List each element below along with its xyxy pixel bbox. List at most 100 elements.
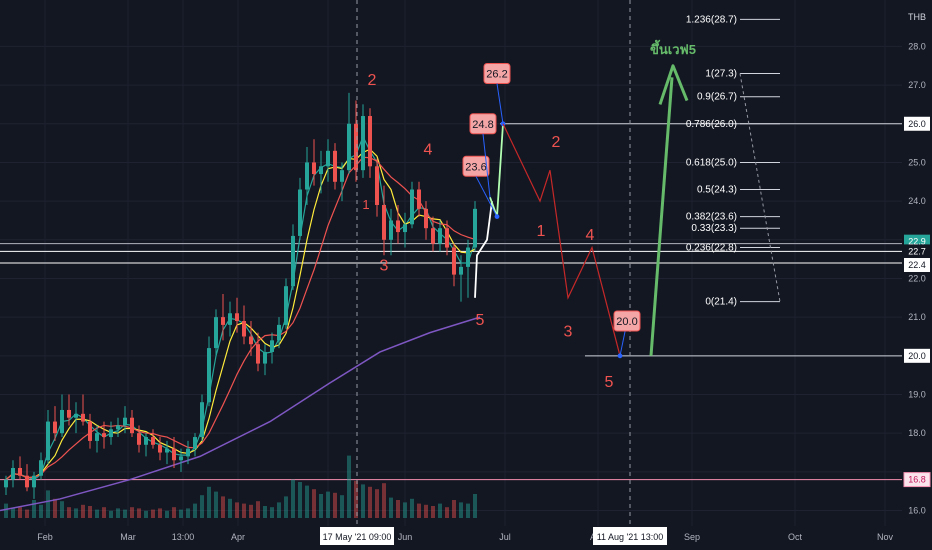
candle: [424, 208, 428, 229]
time-tick-label: Jul: [499, 532, 511, 542]
volume-bar: [270, 507, 274, 518]
fib-label: 1.236(28.7): [686, 14, 737, 25]
price-tick-label: 22.0: [908, 273, 926, 283]
volume-bar: [144, 510, 148, 518]
candle: [263, 351, 267, 364]
time-tick-label: Nov: [877, 532, 894, 542]
volume-bar: [452, 500, 456, 518]
fibonacci-levels: 1.236(28.7) 1(27.3) 0.9(26.7) 0.786(26.0) 0.…: [686, 14, 781, 308]
wave-label-past: 1: [362, 197, 369, 212]
wave-label-past: 4: [424, 142, 433, 159]
wave-label-projected: 2: [552, 134, 561, 151]
candle: [200, 402, 204, 438]
bullish-arrow-head: [658, 64, 689, 105]
candle: [186, 448, 190, 457]
candle: [326, 150, 330, 167]
time-tick-label: Oct: [788, 532, 803, 542]
candle: [382, 204, 386, 240]
candle: [459, 266, 463, 275]
price-tick-label: 18.0: [908, 428, 926, 438]
candle: [116, 425, 120, 430]
candle: [221, 317, 225, 325]
candle: [333, 150, 337, 182]
candle: [137, 433, 141, 445]
candle: [410, 189, 414, 225]
wave-label-projected: 3: [564, 323, 573, 340]
volume-bar: [214, 491, 218, 518]
volume-bar: [263, 506, 267, 518]
price-axis[interactable]: THB 16.0 18.0 19.0 21.0 22.0 24.0 25.0 27.0 28.0 2…: [902, 0, 932, 550]
crosshair-label-box: [320, 527, 394, 545]
volume-bar: [207, 486, 211, 518]
fib-label: 0.33(23.3): [691, 223, 737, 234]
volume-bar: [74, 508, 78, 518]
candle: [347, 123, 351, 171]
volume-bar: [193, 503, 197, 518]
callout-leader: [475, 176, 498, 217]
volume-bar: [410, 498, 414, 518]
volume-bar: [277, 502, 281, 518]
candle: [214, 317, 218, 349]
candle: [67, 409, 71, 418]
target-callout-label: 20.0: [616, 316, 637, 328]
candle: [389, 220, 393, 240]
volume-bar: [67, 507, 71, 518]
volume-bar: [172, 507, 176, 518]
price-label: 20.0: [908, 351, 926, 361]
time-axis-bg: [0, 526, 932, 550]
candle: [165, 448, 169, 453]
volume-bar: [473, 494, 477, 518]
volume-bar: [46, 490, 50, 518]
candle: [32, 475, 36, 488]
volume-bar: [375, 489, 379, 518]
crosshair-label: 17 May '21 09:00: [323, 532, 392, 542]
crosshair-label: 11 Aug '21 13:00: [597, 532, 664, 542]
volume-bar: [116, 508, 120, 518]
candle: [235, 313, 239, 322]
bullish-arrow: [649, 77, 674, 356]
fib-label: 0(21.4): [705, 297, 737, 308]
candles: [4, 92, 477, 499]
volume-bar: [109, 510, 113, 518]
candle: [291, 235, 295, 287]
candle: [179, 456, 183, 461]
price-label-box: [904, 258, 930, 272]
volume-bar: [368, 486, 372, 518]
candle: [95, 433, 99, 441]
volume-bar: [284, 496, 288, 518]
volume-bar: [417, 503, 421, 518]
ma-line: [5, 156, 476, 481]
currency-label: THB: [908, 12, 926, 22]
price-label-box: [904, 116, 930, 131]
candle: [18, 467, 22, 476]
fib-label: 0.9(26.7): [697, 92, 737, 103]
volume-bar: [18, 507, 22, 518]
callout-leader: [482, 133, 491, 198]
volume-bar: [221, 496, 225, 518]
fib-label: 0.382(23.6): [686, 212, 737, 223]
volume-bar: [95, 509, 99, 518]
volume-bar: [123, 509, 127, 518]
price-tick-label: 24.0: [908, 196, 926, 206]
price-label: 26.0: [908, 119, 926, 129]
candle: [473, 208, 477, 248]
volume-bar: [361, 484, 365, 518]
fib-label: 0.236(22.8): [686, 243, 737, 254]
price-label-box: [903, 472, 931, 488]
candle: [452, 247, 456, 275]
price-tick-label: 16.0: [908, 506, 926, 516]
candle: [60, 409, 64, 434]
fib-trend-line: [739, 73, 781, 302]
arrow-annotation: ขึ้นเวฟ5: [650, 39, 696, 57]
volume-bar: [389, 497, 393, 518]
volume-bar: [256, 501, 260, 518]
candle: [312, 162, 316, 175]
candle: [158, 444, 162, 453]
fib-label: 0.5(24.3): [697, 185, 737, 196]
target-callout-label: 24.8: [472, 119, 493, 131]
volume-bar: [137, 508, 141, 518]
price-label-box: [904, 348, 930, 363]
